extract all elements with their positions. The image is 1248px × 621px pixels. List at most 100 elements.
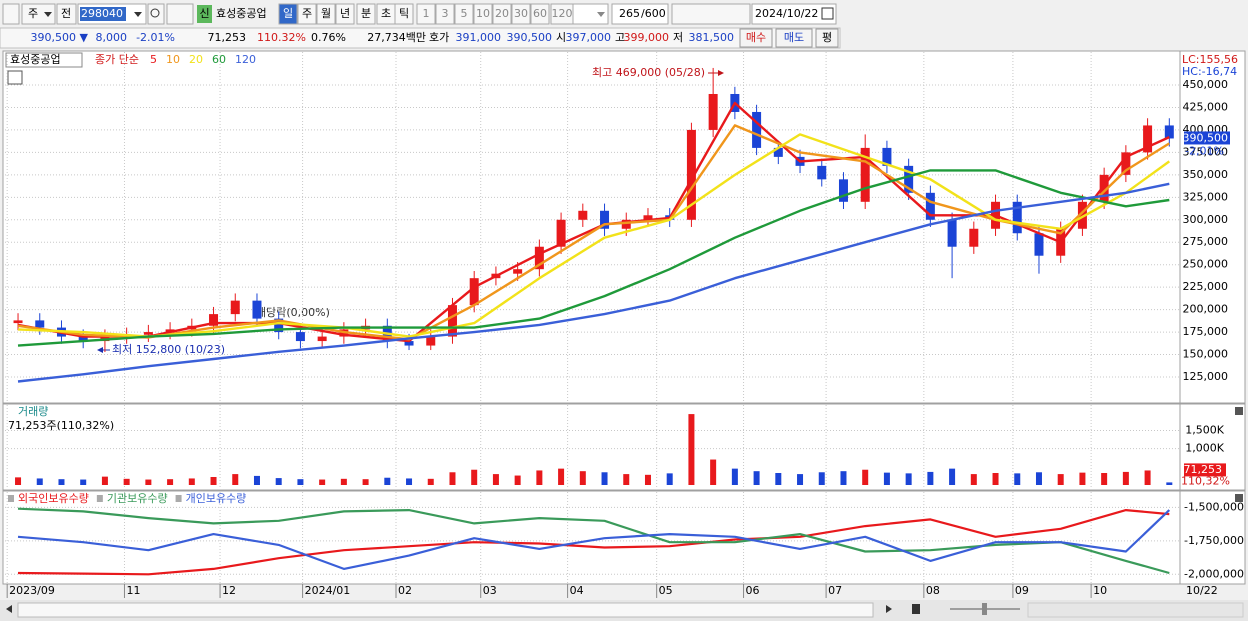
volume-bar xyxy=(731,468,738,485)
volume-bar xyxy=(949,468,956,485)
volume-bar xyxy=(644,474,651,485)
info-high-label: 고 xyxy=(615,31,625,44)
series-line xyxy=(17,507,1170,575)
info-open-label: 시 xyxy=(556,31,566,44)
volume-bar xyxy=(775,473,782,485)
period-button[interactable] xyxy=(297,3,317,25)
date-input[interactable] xyxy=(751,3,837,25)
x-tick-label: 02 xyxy=(398,584,412,597)
interval-button[interactable] xyxy=(454,3,474,25)
x-tick-label: 2023/09 xyxy=(9,584,55,597)
market: 주 xyxy=(28,7,38,20)
candle-body xyxy=(578,210,588,220)
volume-bar xyxy=(188,478,195,485)
eval-button[interactable] xyxy=(815,28,839,48)
count-input[interactable] xyxy=(611,3,669,25)
candle-body xyxy=(143,332,153,335)
interval-button[interactable] xyxy=(511,3,531,25)
market-select[interactable] xyxy=(21,3,56,25)
interval-button[interactable] xyxy=(550,3,574,25)
candle-body xyxy=(35,320,45,328)
candle-body xyxy=(708,93,718,130)
candle-body xyxy=(621,219,631,229)
interval-button[interactable] xyxy=(492,3,512,25)
candle-body xyxy=(534,246,544,270)
last-ratio: 110,32% xyxy=(1181,474,1230,487)
scroll-left[interactable] xyxy=(6,605,12,613)
info-eval: 평 xyxy=(822,31,832,44)
candle-body xyxy=(1164,125,1174,139)
period-button[interactable] xyxy=(278,3,298,25)
interval-label: 30 xyxy=(514,7,528,20)
buy-button[interactable] xyxy=(739,28,773,48)
volume-bar xyxy=(558,468,565,485)
volume-bar xyxy=(101,476,108,485)
search-button[interactable] xyxy=(147,3,165,25)
volume-bar xyxy=(818,472,825,485)
x-tick-label: 2024/01 xyxy=(305,584,351,597)
table-icon[interactable] xyxy=(7,70,23,85)
interval-button[interactable] xyxy=(473,3,493,25)
code-selection xyxy=(80,7,126,21)
volume-bar xyxy=(58,479,65,485)
legend-entry: 개인보유수량 xyxy=(186,492,247,505)
count: 265 xyxy=(619,7,640,20)
zoom-thumb[interactable] xyxy=(982,603,987,615)
volume-bar xyxy=(145,479,152,485)
info-low-label: 저 xyxy=(673,31,683,44)
y-tick-label: 200,000 xyxy=(1183,303,1229,316)
info-sell: 매도 xyxy=(784,31,804,44)
y-tick-label: 375,000 xyxy=(1183,145,1229,158)
volume-bar xyxy=(123,478,130,485)
y-tick-label: 450,000 xyxy=(1183,78,1229,91)
volume-bar xyxy=(666,473,673,485)
menu-button[interactable] xyxy=(2,3,20,25)
period-button[interactable] xyxy=(394,3,414,25)
dropdown-arrow xyxy=(44,12,52,17)
sell-button[interactable] xyxy=(775,28,813,48)
candle-body xyxy=(925,192,935,220)
info-ask: 391,000 xyxy=(456,31,502,44)
scroll-track[interactable] xyxy=(17,602,874,618)
volume-bar xyxy=(253,475,260,485)
x-tick-label: 07 xyxy=(828,584,842,597)
panel-close[interactable] xyxy=(1235,407,1243,415)
annotation-arrowhead xyxy=(718,70,724,76)
last-price: 390,500 xyxy=(1183,131,1229,144)
period-button[interactable] xyxy=(356,3,376,25)
interval-button[interactable] xyxy=(435,3,455,25)
info-bar xyxy=(0,27,841,49)
volume-bar xyxy=(297,479,304,485)
volume-subtitle: 71,253주(110,32%) xyxy=(8,419,114,432)
period-label: 틱 xyxy=(399,7,409,20)
sound-button[interactable] xyxy=(166,3,194,25)
y-tick-label: 150,000 xyxy=(1183,348,1229,361)
legend-entry: 60 xyxy=(212,53,226,66)
interval-label: 10 xyxy=(476,7,490,20)
interval-button[interactable] xyxy=(530,3,550,25)
period-button[interactable] xyxy=(335,3,355,25)
info-low: 381,500 xyxy=(689,31,735,44)
y-tick-label: 175,000 xyxy=(1183,325,1229,338)
prev-button[interactable] xyxy=(56,3,77,25)
period-button[interactable] xyxy=(316,3,336,25)
y-tick-label: -1,750,000 xyxy=(1184,534,1244,547)
volume-bar xyxy=(927,471,934,485)
info-price: 390,500 ▼ xyxy=(31,31,89,44)
candle-body xyxy=(860,147,870,202)
candle-body xyxy=(252,300,262,319)
tool-icons[interactable] xyxy=(1027,602,1244,618)
tool-buttons[interactable] xyxy=(671,3,751,25)
stop-button[interactable] xyxy=(912,604,920,614)
volume-bar xyxy=(883,472,890,485)
info-volume-ratio: 110.32% xyxy=(257,31,306,44)
dropdown-arrow xyxy=(597,12,605,17)
series-line xyxy=(17,509,1171,570)
y-tick-label: 300,000 xyxy=(1183,213,1229,226)
volume-bar xyxy=(970,474,977,485)
panel-close[interactable] xyxy=(1235,494,1243,502)
volume-bar xyxy=(492,474,499,485)
volume-bar xyxy=(753,471,760,485)
interval-button[interactable] xyxy=(416,3,436,25)
scroll-right[interactable] xyxy=(886,605,892,613)
